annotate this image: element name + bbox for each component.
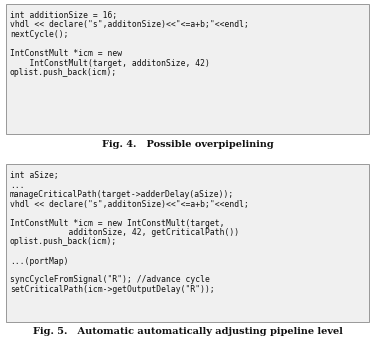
FancyBboxPatch shape [6, 4, 369, 134]
Text: ...: ... [10, 180, 25, 190]
Text: nextCycle();: nextCycle(); [10, 30, 69, 39]
Text: vhdl << declare("s",additonSize)<<"<=a+b;"<<endl;: vhdl << declare("s",additonSize)<<"<=a+b… [10, 20, 249, 30]
Text: Fig. 4.   Possible overpipelining: Fig. 4. Possible overpipelining [102, 140, 273, 149]
Text: Fig. 5.   Automatic automatically adjusting pipeline level: Fig. 5. Automatic automatically adjustin… [33, 327, 342, 336]
Text: oplist.push_back(icm);: oplist.push_back(icm); [10, 237, 117, 247]
Text: setCriticalPath(icm->getOutputDelay("R"));: setCriticalPath(icm->getOutputDelay("R")… [10, 285, 215, 294]
Text: IntConstMult(target, additonSize, 42): IntConstMult(target, additonSize, 42) [10, 59, 210, 68]
Text: manageCriticalPath(target->adderDelay(aSize));: manageCriticalPath(target->adderDelay(aS… [10, 190, 234, 199]
Text: int additionSize = 16;: int additionSize = 16; [10, 11, 117, 20]
Text: ...(portMap): ...(portMap) [10, 256, 69, 266]
Text: int aSize;: int aSize; [10, 171, 59, 180]
Text: syncCycleFromSignal("R"); //advance cycle: syncCycleFromSignal("R"); //advance cycl… [10, 276, 210, 284]
Text: IntConstMult *icm = new IntConstMult(target,: IntConstMult *icm = new IntConstMult(tar… [10, 219, 225, 227]
FancyBboxPatch shape [6, 164, 369, 322]
Text: additonSize, 42, getCriticalPath()): additonSize, 42, getCriticalPath()) [10, 228, 239, 237]
Text: vhdl << declare("s",additonSize)<<"<=a+b;"<<endl;: vhdl << declare("s",additonSize)<<"<=a+b… [10, 199, 249, 208]
Text: IntConstMult *icm = new: IntConstMult *icm = new [10, 49, 122, 58]
Text: oplist.push_back(icm);: oplist.push_back(icm); [10, 68, 117, 77]
